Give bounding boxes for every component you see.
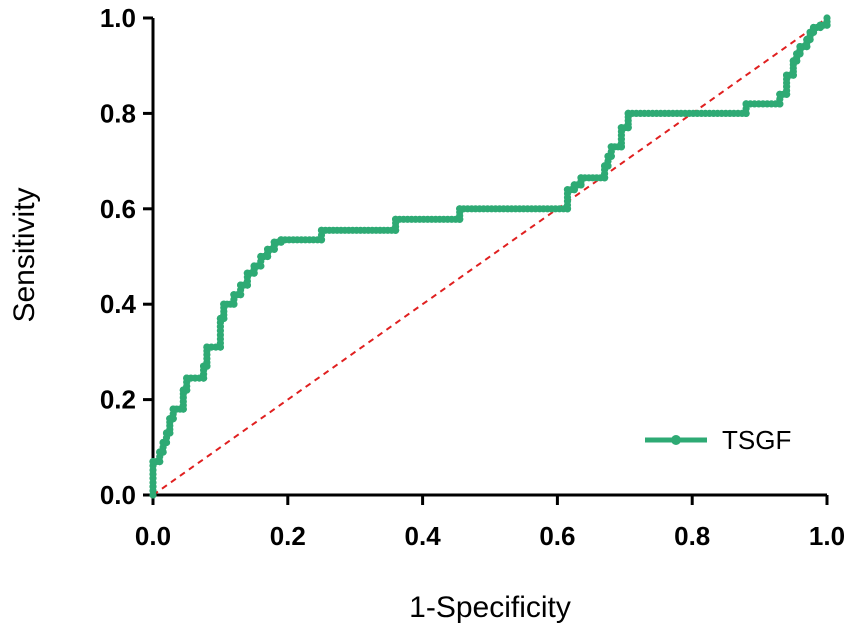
- y-tick-label: 0.0: [100, 480, 136, 510]
- legend-label-tsgf: TSGF: [722, 425, 791, 455]
- legend-swatch-marker: [671, 435, 681, 445]
- y-tick-label: 0.2: [100, 385, 136, 415]
- y-tick-label: 0.4: [100, 289, 137, 319]
- x-axis-title: 1-Specificity: [409, 591, 571, 624]
- axes: 0.0 0.2 0.4 0.6 0.8 1.0 0.0 0.2 0.4 0.6 0.8 1.0: [100, 3, 845, 551]
- x-tick-label: 0.4: [405, 521, 442, 551]
- x-tick-label: 0.0: [135, 521, 171, 551]
- y-tick-label: 1.0: [100, 3, 136, 33]
- y-tick-label: 0.8: [100, 98, 136, 128]
- x-tick-label: 0.8: [674, 521, 710, 551]
- x-tick-label: 1.0: [809, 521, 845, 551]
- reference-line: [152, 17, 828, 496]
- reference-diagonal: [152, 17, 828, 496]
- legend: TSGF: [645, 425, 791, 455]
- x-tick-label: 0.6: [539, 521, 575, 551]
- y-axis-title: Sensitivity: [8, 187, 41, 322]
- x-tick-label: 0.2: [270, 521, 306, 551]
- tsgf-point: [823, 14, 831, 22]
- y-tick-label: 0.6: [100, 194, 136, 224]
- series-tsgf: [149, 14, 831, 499]
